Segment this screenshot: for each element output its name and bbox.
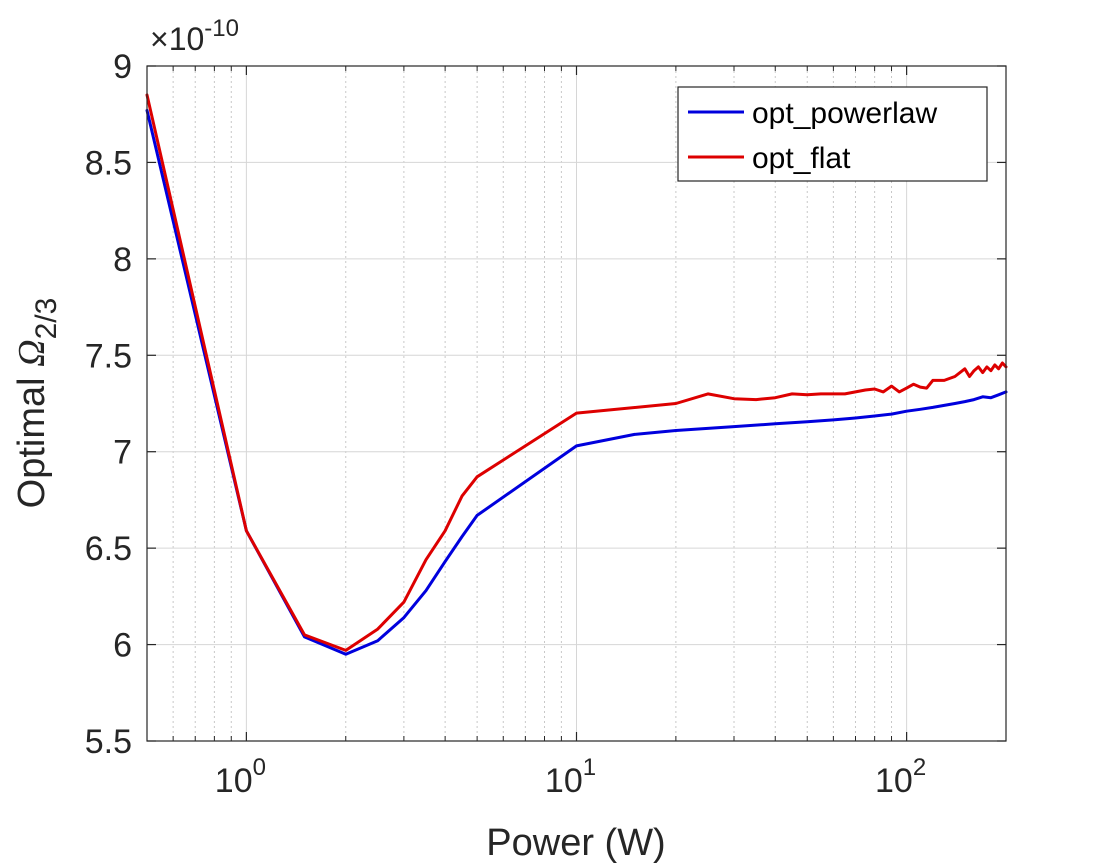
legend-label-opt-flat: opt_flat: [752, 142, 851, 175]
series-line-opt-powerlaw: [145, 108, 1008, 656]
x-tick-label: 101: [545, 754, 596, 800]
axis-ticks: [146, 65, 1007, 742]
y-tick-label: 9: [113, 48, 132, 86]
y-tick-labels: 5.5 6 6.5 7 7.5 8 8.5 9: [85, 48, 132, 761]
y-tick-label: 5.5: [85, 723, 132, 761]
x-tick-label: 100: [215, 754, 266, 800]
y-tick-label: 7: [113, 434, 132, 472]
series-line-opt-flat: [145, 93, 1008, 652]
series-layer: [145, 93, 1008, 656]
y-axis-title: Optimal Ω2/3: [11, 298, 63, 509]
y-tick-label: 8.5: [85, 144, 132, 182]
x-axis-title: Power (W): [486, 822, 665, 864]
legend-box: [677, 86, 988, 182]
x-tick-labels: 100 101 102: [215, 754, 926, 800]
y-tick-label: 6: [113, 627, 132, 665]
y-tick-label: 7.5: [85, 337, 132, 375]
y-tick-label: 8: [113, 241, 132, 279]
y-tick-label: 6.5: [85, 530, 132, 568]
x-tick-label: 102: [875, 754, 926, 800]
legend-label-opt-powerlaw: opt_powerlaw: [752, 97, 937, 130]
legend: opt_powerlaw opt_flat: [677, 86, 988, 182]
y-axis-exponent: ×10-10: [150, 15, 239, 57]
